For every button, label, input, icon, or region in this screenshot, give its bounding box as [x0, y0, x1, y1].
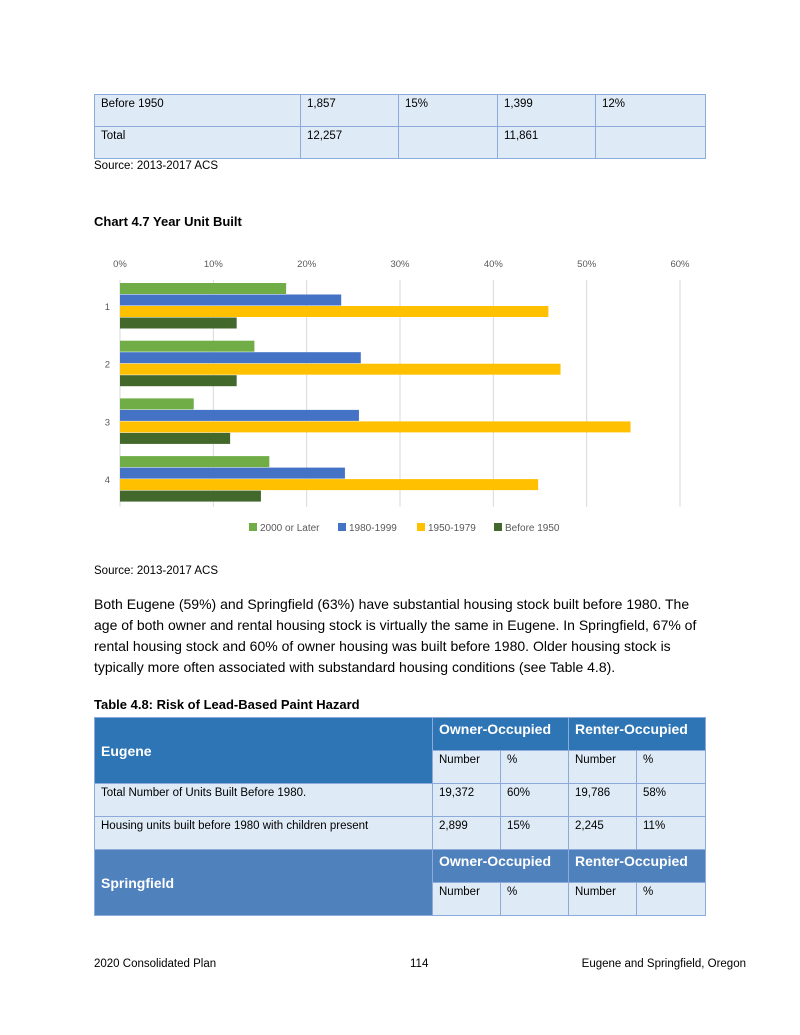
- renter-occupied-header: Renter-Occupied: [568, 849, 706, 883]
- x-tick-label: 50%: [577, 259, 597, 270]
- body-paragraph: Both Eugene (59%) and Springfield (63%) …: [94, 596, 697, 675]
- year-built-table: Before 1950 1,857 15% 1,399 12% Total 12,257 1…: [94, 94, 706, 159]
- owner-occupied-header: Owner-Occupied: [432, 849, 569, 883]
- legend-swatch: [494, 523, 502, 531]
- cell: 1,857: [300, 94, 399, 127]
- bar: [120, 479, 539, 491]
- bar: [120, 352, 361, 364]
- cell: 2,245: [568, 816, 637, 850]
- bar: [120, 317, 237, 329]
- cell: 15%: [398, 94, 498, 127]
- springfield-header: Springfield: [94, 849, 433, 916]
- cell: [595, 126, 706, 159]
- x-tick-label: 30%: [390, 259, 410, 270]
- table-header-row: Eugene Owner-Occupied Renter-Occupied: [94, 717, 706, 784]
- y-tick-label: 4: [105, 475, 110, 486]
- cell: %: [636, 882, 706, 916]
- footer-right: Eugene and Springfield, Oregon: [581, 958, 746, 970]
- bar: [120, 375, 237, 387]
- cell: 11%: [636, 816, 706, 850]
- bar: [120, 490, 261, 502]
- cell: [398, 126, 498, 159]
- bar: [120, 363, 561, 375]
- cell: %: [636, 750, 706, 784]
- cell: Number: [432, 750, 501, 784]
- table-row: Total 12,257 11,861: [94, 126, 706, 159]
- cell: 19,786: [568, 783, 637, 817]
- cell: 58%: [636, 783, 706, 817]
- cell: 60%: [500, 783, 569, 817]
- lead-paint-table: Eugene Owner-Occupied Renter-Occupied Nu…: [94, 717, 706, 916]
- bar: [120, 421, 631, 433]
- eugene-header: Eugene: [94, 717, 433, 784]
- cell: 12%: [595, 94, 706, 127]
- table-subheader-row: Number% Number%: [95, 882, 706, 916]
- cell: Number: [568, 882, 637, 916]
- bar: [120, 432, 231, 444]
- bar: [120, 409, 359, 421]
- legend-label: Before 1950: [505, 523, 560, 534]
- table-subheader-row: Number% Number%: [95, 750, 706, 784]
- cell: Number: [568, 750, 637, 784]
- table-row: Before 1950 1,857 15% 1,399 12%: [94, 94, 706, 127]
- year-built-chart: 0% 10% 20% 30% 40% 50% 60% 1 2 3 4 2000 or Later 198…: [105, 259, 690, 534]
- y-tick-label: 1: [105, 302, 110, 313]
- footer-left: 2020 Consolidated Plan: [94, 958, 217, 970]
- owner-occupied-header: Owner-Occupied: [432, 717, 569, 751]
- table-row: Housing units built before 1980 with chi…: [94, 816, 706, 850]
- cell: 15%: [500, 816, 569, 850]
- page-number: 114: [410, 958, 429, 970]
- bar: [120, 306, 549, 317]
- legend-swatch: [338, 523, 346, 531]
- bar: [120, 283, 287, 294]
- source-note: Source: 2013-2017 ACS: [94, 160, 219, 172]
- cell: Total: [94, 126, 301, 159]
- x-tick-label: 20%: [297, 259, 317, 270]
- cell: 12,257: [300, 126, 399, 159]
- cell: Total Number of Units Built Before 1980.: [94, 783, 433, 817]
- cell: %: [500, 750, 569, 784]
- table-title: Table 4.8: Risk of Lead-Based Paint Haza…: [94, 697, 360, 712]
- renter-occupied-header: Renter-Occupied: [568, 717, 706, 751]
- table-row: Total Number of Units Built Before 1980.…: [94, 783, 706, 817]
- bar: [120, 398, 194, 410]
- y-tick-label: 3: [105, 417, 110, 428]
- bar: [120, 467, 345, 479]
- legend-label: 1980-1999: [349, 523, 397, 534]
- bar: [120, 340, 255, 352]
- legend-swatch: [249, 523, 257, 531]
- x-tick-label: 10%: [204, 259, 224, 270]
- source-note: Source: 2013-2017 ACS: [94, 565, 219, 577]
- cell: 2,899: [432, 816, 501, 850]
- legend-label: 1950-1979: [428, 523, 476, 534]
- legend-swatch: [417, 523, 425, 531]
- table-header-row: Springfield Owner-Occupied Renter-Occupi…: [94, 849, 706, 916]
- x-tick-label: 40%: [484, 259, 504, 270]
- cell: %: [500, 882, 569, 916]
- cell: 1,399: [497, 94, 596, 127]
- x-tick-label: 60%: [670, 259, 690, 270]
- bar: [120, 294, 342, 306]
- cell: Housing units built before 1980 with chi…: [94, 816, 433, 850]
- cell: 19,372: [432, 783, 501, 817]
- chart-title: Chart 4.7 Year Unit Built: [94, 214, 242, 229]
- bar: [120, 456, 270, 468]
- cell: 11,861: [497, 126, 596, 159]
- y-tick-label: 2: [105, 360, 110, 371]
- cell: Before 1950: [94, 94, 301, 127]
- cell: Number: [432, 882, 501, 916]
- legend-label: 2000 or Later: [260, 523, 320, 534]
- x-tick-label: 0%: [113, 259, 127, 270]
